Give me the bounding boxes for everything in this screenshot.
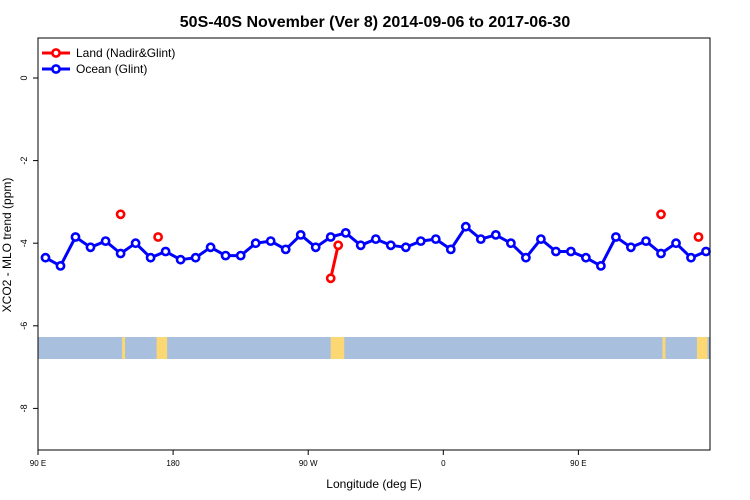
- land-data-point: [693, 232, 704, 242]
- ocean-data-point: [115, 248, 126, 259]
- latitude-band: [38, 337, 710, 359]
- ocean-data-point: [400, 242, 411, 253]
- ocean-data-point: [626, 242, 636, 253]
- ocean-data-point: [190, 252, 201, 263]
- land-data-point: [153, 232, 163, 242]
- land-patch: [662, 337, 666, 359]
- ocean-series-line: [44, 225, 707, 268]
- y-tick-label: -8: [19, 404, 29, 412]
- ocean-data-point: [415, 236, 426, 246]
- ocean-data-point: [551, 246, 561, 257]
- ocean-data-point: [475, 234, 486, 244]
- ocean-data-point: [490, 229, 501, 240]
- land-patch: [696, 337, 708, 359]
- ocean-data-point: [55, 260, 66, 271]
- ocean-data-point: [686, 252, 696, 263]
- chart-title: 50S-40S November (Ver 8) 2014-09-06 to 2…: [180, 14, 571, 31]
- ocean-data-point: [445, 244, 456, 255]
- legend-ocean-label: Ocean (Glint): [76, 62, 147, 76]
- ocean-data-point: [370, 234, 381, 244]
- ocean-data-point: [460, 221, 471, 232]
- y-tick-label: -2: [19, 157, 29, 165]
- ocean-data-point: [280, 244, 291, 255]
- ocean-data-point: [85, 242, 96, 253]
- ocean-band: [38, 337, 710, 359]
- land-data-point: [115, 209, 126, 220]
- land-data-point: [333, 240, 344, 251]
- ocean-data-point: [40, 252, 51, 263]
- ocean-data-point: [70, 232, 81, 242]
- ocean-data-point: [340, 227, 351, 238]
- land-data-point: [656, 209, 666, 220]
- ocean-data-point: [160, 246, 171, 257]
- ocean-data-point: [250, 238, 261, 249]
- land-patch: [330, 337, 345, 359]
- ocean-data-point: [566, 246, 576, 257]
- ocean-data-point: [130, 238, 141, 249]
- legend-land-label: Land (Nadir&Glint): [76, 46, 175, 60]
- ocean-data-point: [355, 240, 366, 251]
- ocean-data-point: [671, 238, 681, 249]
- ocean-data-point: [430, 234, 441, 244]
- ocean-data-point: [611, 232, 621, 242]
- ocean-data-point: [505, 238, 516, 249]
- x-tick-label: 90 W: [299, 459, 318, 468]
- ocean-data-point: [325, 232, 336, 242]
- axes: 90 E 180 90 W 0 90 E 0 -2 -4 -6 -8: [19, 75, 587, 468]
- legend: Land (Nadir&Glint) Ocean (Glint): [42, 46, 175, 76]
- ocean-data-point: [581, 252, 591, 263]
- land-data-point: [325, 273, 336, 284]
- series-layer: [40, 209, 711, 284]
- ocean-data-point: [656, 248, 666, 259]
- legend-land-marker: [51, 48, 61, 58]
- y-tick-label: 0: [19, 75, 29, 80]
- ocean-data-point: [536, 234, 546, 244]
- x-axis-label: Longitude (deg E): [326, 477, 421, 491]
- plot-frame: [37, 37, 711, 451]
- legend-ocean-marker: [51, 64, 61, 74]
- ocean-data-point: [310, 242, 321, 253]
- ocean-data-point: [641, 236, 651, 246]
- ocean-data-point: [205, 242, 216, 253]
- ocean-data-point: [265, 236, 276, 246]
- x-tick-label: 180: [166, 459, 180, 468]
- x-tick-label: 90 E: [30, 459, 46, 468]
- ocean-data-point: [100, 236, 111, 246]
- ocean-data-point: [295, 229, 306, 240]
- ocean-data-point: [385, 240, 396, 251]
- y-tick-label: -6: [19, 322, 29, 330]
- ocean-data-point: [596, 260, 606, 271]
- ocean-data-point: [521, 252, 531, 263]
- ocean-data-point: [235, 250, 246, 261]
- ocean-data-point: [145, 252, 156, 263]
- y-tick-label: -4: [19, 239, 29, 247]
- land-patch: [156, 337, 168, 359]
- x-tick-label: 0: [441, 459, 446, 468]
- ocean-data-point: [175, 254, 186, 265]
- x-tick-label: 90 E: [570, 459, 586, 468]
- ocean-data-point: [701, 246, 711, 257]
- land-patch: [122, 337, 126, 359]
- y-axis-label: XCO2 - MLO trend (ppm): [0, 178, 14, 313]
- land-series-line: [329, 244, 340, 279]
- ocean-data-point: [220, 250, 231, 261]
